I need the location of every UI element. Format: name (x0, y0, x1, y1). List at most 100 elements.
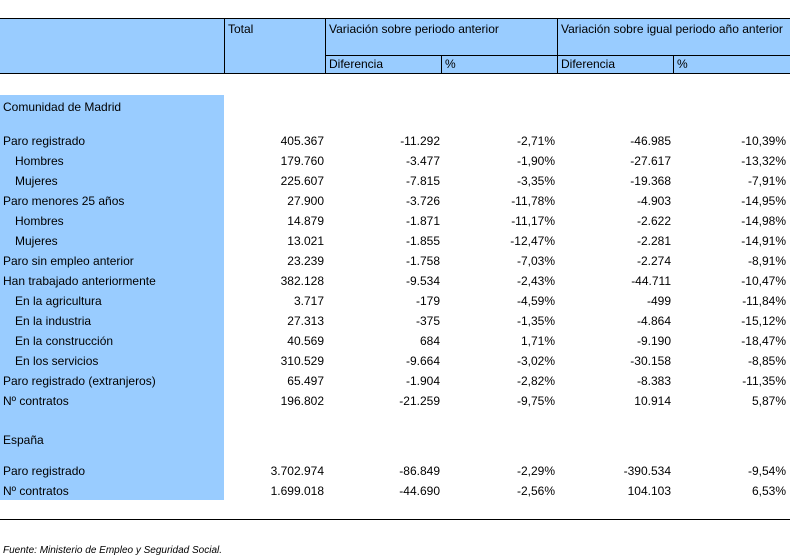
cell-p2: -10,39% (741, 134, 786, 148)
cell-p1: -12,47% (510, 234, 555, 248)
cell-total: 40.569 (287, 334, 324, 348)
cell-p1: -2,29% (516, 464, 555, 478)
row-label: Paro registrado (3, 134, 86, 148)
header-total: Total (228, 22, 254, 36)
header-divider (557, 18, 558, 74)
table-row: En la agricultura 3.717 -179 -4,59% -499 -11,… (0, 291, 790, 311)
cell-total: 23.239 (287, 254, 324, 268)
header-divider (673, 55, 674, 74)
cell-total: 3.717 (293, 294, 324, 308)
cell-total: 27.900 (287, 194, 324, 208)
cell-d1: -1.904 (405, 374, 440, 388)
table-row: En los servicios 310.529 -9.664 -3,02% -30.1… (0, 351, 790, 371)
cell-d2: -46.985 (630, 134, 671, 148)
cell-total: 179.760 (280, 154, 324, 168)
table-row: En la industria 27.313 -375 -1,35% -4.864 -15… (0, 311, 790, 331)
row-label: Paro registrado (3, 464, 86, 478)
cell-total: 310.529 (280, 354, 324, 368)
cell-d2: -44.711 (631, 274, 671, 288)
row-label: En la construcción (15, 334, 114, 348)
cell-p1: -1,35% (516, 314, 555, 328)
cell-d2: -2.281 (636, 234, 671, 248)
cell-p2: -8,91% (747, 254, 786, 268)
cell-p1: -2,56% (516, 484, 555, 498)
table-row: Nº contratos 196.802 -21.259 -9,75% 10.914 5,… (0, 391, 790, 411)
source-note: Fuente: Ministerio de Empleo y Seguridad… (3, 545, 223, 556)
cell-d1: -179 (415, 294, 440, 308)
row-label: Han trabajado anteriormente (3, 274, 156, 288)
cell-p2: 5,87% (751, 394, 786, 408)
cell-p2: -15,12% (741, 314, 786, 328)
cell-d2: -30.158 (630, 354, 671, 368)
cell-p2: -14,91% (741, 234, 786, 248)
cell-d1: 684 (419, 334, 440, 348)
table-bottom-border (0, 519, 790, 520)
cell-d2: -8.383 (636, 374, 671, 388)
cell-p1: -1,90% (516, 154, 555, 168)
cell-total: 405.367 (280, 134, 324, 148)
cell-total: 14.879 (287, 214, 324, 228)
cell-p1: -2,71% (516, 134, 555, 148)
cell-p1: 1,71% (520, 334, 555, 348)
table-row: Paro sin empleo anterior 23.239 -1.758 -7,0… (0, 251, 790, 271)
header-divider (224, 18, 225, 74)
cell-p2: 6,53% (751, 484, 786, 498)
row-label: En los servicios (15, 354, 99, 368)
cell-p2: -18,47% (741, 334, 786, 348)
cell-total: 27.313 (287, 314, 324, 328)
cell-d2: -4.864 (636, 314, 671, 328)
row-label: En la agricultura (15, 294, 102, 308)
row-label: Mujeres (15, 174, 58, 188)
cell-p1: -11,78% (511, 194, 555, 208)
header-diferencia-2: Diferencia (561, 57, 616, 71)
cell-total: 196.802 (280, 394, 324, 408)
table-row: Paro registrado 3.702.974 -86.849 -2,29% -39… (0, 461, 790, 481)
section-title-espana: España (3, 433, 44, 447)
cell-total: 3.702.974 (270, 464, 324, 478)
row-label: Hombres (15, 154, 64, 168)
row-label: Nº contratos (3, 484, 69, 498)
cell-d1: -86.849 (399, 464, 440, 478)
header-divider (325, 18, 326, 74)
cell-d1: -9.534 (405, 274, 440, 288)
table-row: Paro registrado 405.367 -11.292 -2,71% -46.9… (0, 131, 790, 151)
row-label: Paro registrado (extranjeros) (3, 374, 156, 388)
cell-d1: -3.477 (405, 154, 440, 168)
cell-d2: -390.534 (623, 464, 671, 478)
cell-d2: -499 (646, 294, 671, 308)
cell-p2: -7,91% (747, 174, 786, 188)
cell-p2: -9,54% (747, 464, 786, 478)
cell-d1: -44.690 (399, 484, 440, 498)
cell-p2: -13,32% (741, 154, 786, 168)
header-var-igual: Variación sobre igual periodo año anteri… (561, 22, 783, 36)
cell-d2: -27.617 (630, 154, 671, 168)
cell-d1: -1.855 (405, 234, 440, 248)
header-var-anterior: Variación sobre periodo anterior (329, 22, 499, 36)
row-label: Mujeres (15, 234, 58, 248)
cell-p1: -2,82% (516, 374, 555, 388)
cell-total: 65.497 (287, 374, 324, 388)
cell-d1: -375 (415, 314, 440, 328)
cell-d2: 104.103 (627, 484, 671, 498)
table-row: Hombres 179.760 -3.477 -1,90% -27.617 -13,32% (0, 151, 790, 171)
table-row: Hombres 14.879 -1.871 -11,17% -2.622 -14,98% (0, 211, 790, 231)
cell-d1: -11.292 (400, 134, 440, 148)
table-row: Nº contratos 1.699.018 -44.690 -2,56% 104.10… (0, 481, 790, 501)
cell-d1: -3.726 (405, 194, 440, 208)
row-label: Hombres (15, 214, 64, 228)
cell-p1: -4,59% (516, 294, 555, 308)
cell-p1: -11,17% (511, 214, 555, 228)
cell-p1: -9,75% (516, 394, 555, 408)
header-diferencia-1: Diferencia (329, 57, 384, 71)
cell-d1: -7.815 (405, 174, 440, 188)
cell-p1: -7,03% (516, 254, 555, 268)
cell-d2: -2.622 (636, 214, 671, 228)
row-label: Paro menores 25 años (3, 194, 125, 208)
row-label: Nº contratos (3, 394, 69, 408)
cell-d2: 10.914 (634, 394, 671, 408)
cell-total: 382.128 (280, 274, 324, 288)
header-bottom-border (0, 73, 790, 74)
cell-p1: -2,43% (516, 274, 555, 288)
header-pct-1: % (445, 57, 456, 71)
header-top-border (0, 18, 790, 19)
